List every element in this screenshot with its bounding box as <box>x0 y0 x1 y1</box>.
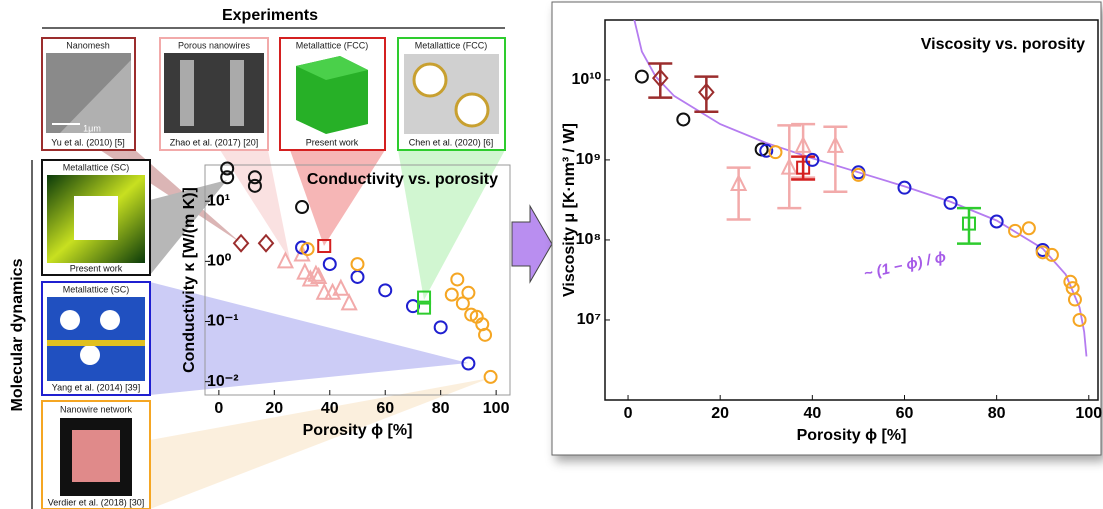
panel: Metallattice (SC) Present work <box>42 160 150 275</box>
y-tick-label: 10⁷ <box>577 311 601 328</box>
panel-image <box>47 297 145 381</box>
panel: Metallattice (SC) Yang et al. (2014) [39… <box>42 282 150 395</box>
x-tick-label: 20 <box>711 405 729 422</box>
side-label: Molecular dynamics <box>9 258 26 411</box>
panel-image <box>414 64 446 96</box>
x-axis-label: Porosity ϕ [%] <box>303 422 413 439</box>
panel-caption: Chen et al. (2020) [6] <box>409 137 494 147</box>
panel-image <box>100 310 120 330</box>
x-tick-label: 60 <box>376 400 394 417</box>
panel-title: Nanomesh <box>66 40 110 50</box>
x-axis-label: Porosity ϕ [%] <box>797 427 907 444</box>
wedge <box>150 378 490 509</box>
chart-title: Conductivity vs. porosity <box>307 171 498 188</box>
panel-title: Metallattice (SC) <box>63 162 130 172</box>
y-axis-label: Viscosity μ [K·nm³ / W] <box>561 123 578 297</box>
x-tick-label: 20 <box>265 400 283 417</box>
panel-image <box>404 54 499 134</box>
panel: Metallattice (FCC) Present work <box>280 38 385 150</box>
panel-image <box>60 310 80 330</box>
panel-title: Nanowire network <box>60 404 133 414</box>
panel-image <box>180 60 194 126</box>
panel: Nanowire network Verdier et al. (2018) [… <box>42 401 150 509</box>
x-tick-label: 100 <box>483 400 510 417</box>
panel: Metallattice (FCC) Chen et al. (2020) [6… <box>398 38 505 150</box>
arrow <box>512 206 552 282</box>
chart-frame <box>552 2 1101 455</box>
panel-image <box>230 60 244 126</box>
panel-image <box>47 340 145 346</box>
panel-caption: Verdier et al. (2018) [30] <box>48 497 145 507</box>
panel-caption: Yang et al. (2014) [39] <box>52 382 140 392</box>
x-tick-label: 80 <box>432 400 450 417</box>
y-tick-label: 10⁻² <box>207 373 239 390</box>
panel-title: Porous nanowires <box>178 40 251 50</box>
y-axis-label: Conductivity κ [W/(m K)] <box>181 187 198 373</box>
x-tick-label: 0 <box>624 405 633 422</box>
x-tick-label: 80 <box>988 405 1006 422</box>
panel: Nanomesh 1μm Yu et al. (2010) [5] <box>42 38 135 150</box>
panel-title: Metallattice (SC) <box>63 284 130 294</box>
panel-title: Metallattice (FCC) <box>296 40 369 50</box>
x-tick-label: 100 <box>1075 405 1102 422</box>
x-tick-label: 0 <box>214 400 223 417</box>
panel-caption: Present work <box>306 137 359 147</box>
panel-title: Metallattice (FCC) <box>415 40 488 50</box>
panel-image <box>72 430 120 482</box>
panel-image <box>456 94 488 126</box>
header: Experiments <box>222 7 318 24</box>
panel-image <box>80 345 100 365</box>
x-tick-label: 40 <box>803 405 821 422</box>
panel-image <box>164 53 264 133</box>
y-tick-label: 10¹ <box>207 192 230 209</box>
panel-image <box>74 196 118 240</box>
y-tick-label: 10⁻¹ <box>207 313 239 330</box>
y-tick-label: 10¹⁰ <box>571 71 601 88</box>
scale-label: 1μm <box>83 123 101 133</box>
x-tick-label: 60 <box>896 405 914 422</box>
y-tick-label: 10⁹ <box>576 151 601 168</box>
chart-title: Viscosity vs. porosity <box>921 36 1085 53</box>
panel-caption: Yu et al. (2010) [5] <box>51 137 125 147</box>
y-tick-label: 10⁸ <box>576 231 601 248</box>
y-tick-label: 10⁰ <box>207 253 232 270</box>
figure: Experiments Molecular dynamics Nanomesh … <box>0 0 1103 509</box>
panel: Porous nanowires Zhao et al. (2017) [20] <box>160 38 268 150</box>
x-tick-label: 40 <box>321 400 339 417</box>
panel-caption: Zhao et al. (2017) [20] <box>170 137 259 147</box>
panel-caption: Present work <box>70 263 123 273</box>
